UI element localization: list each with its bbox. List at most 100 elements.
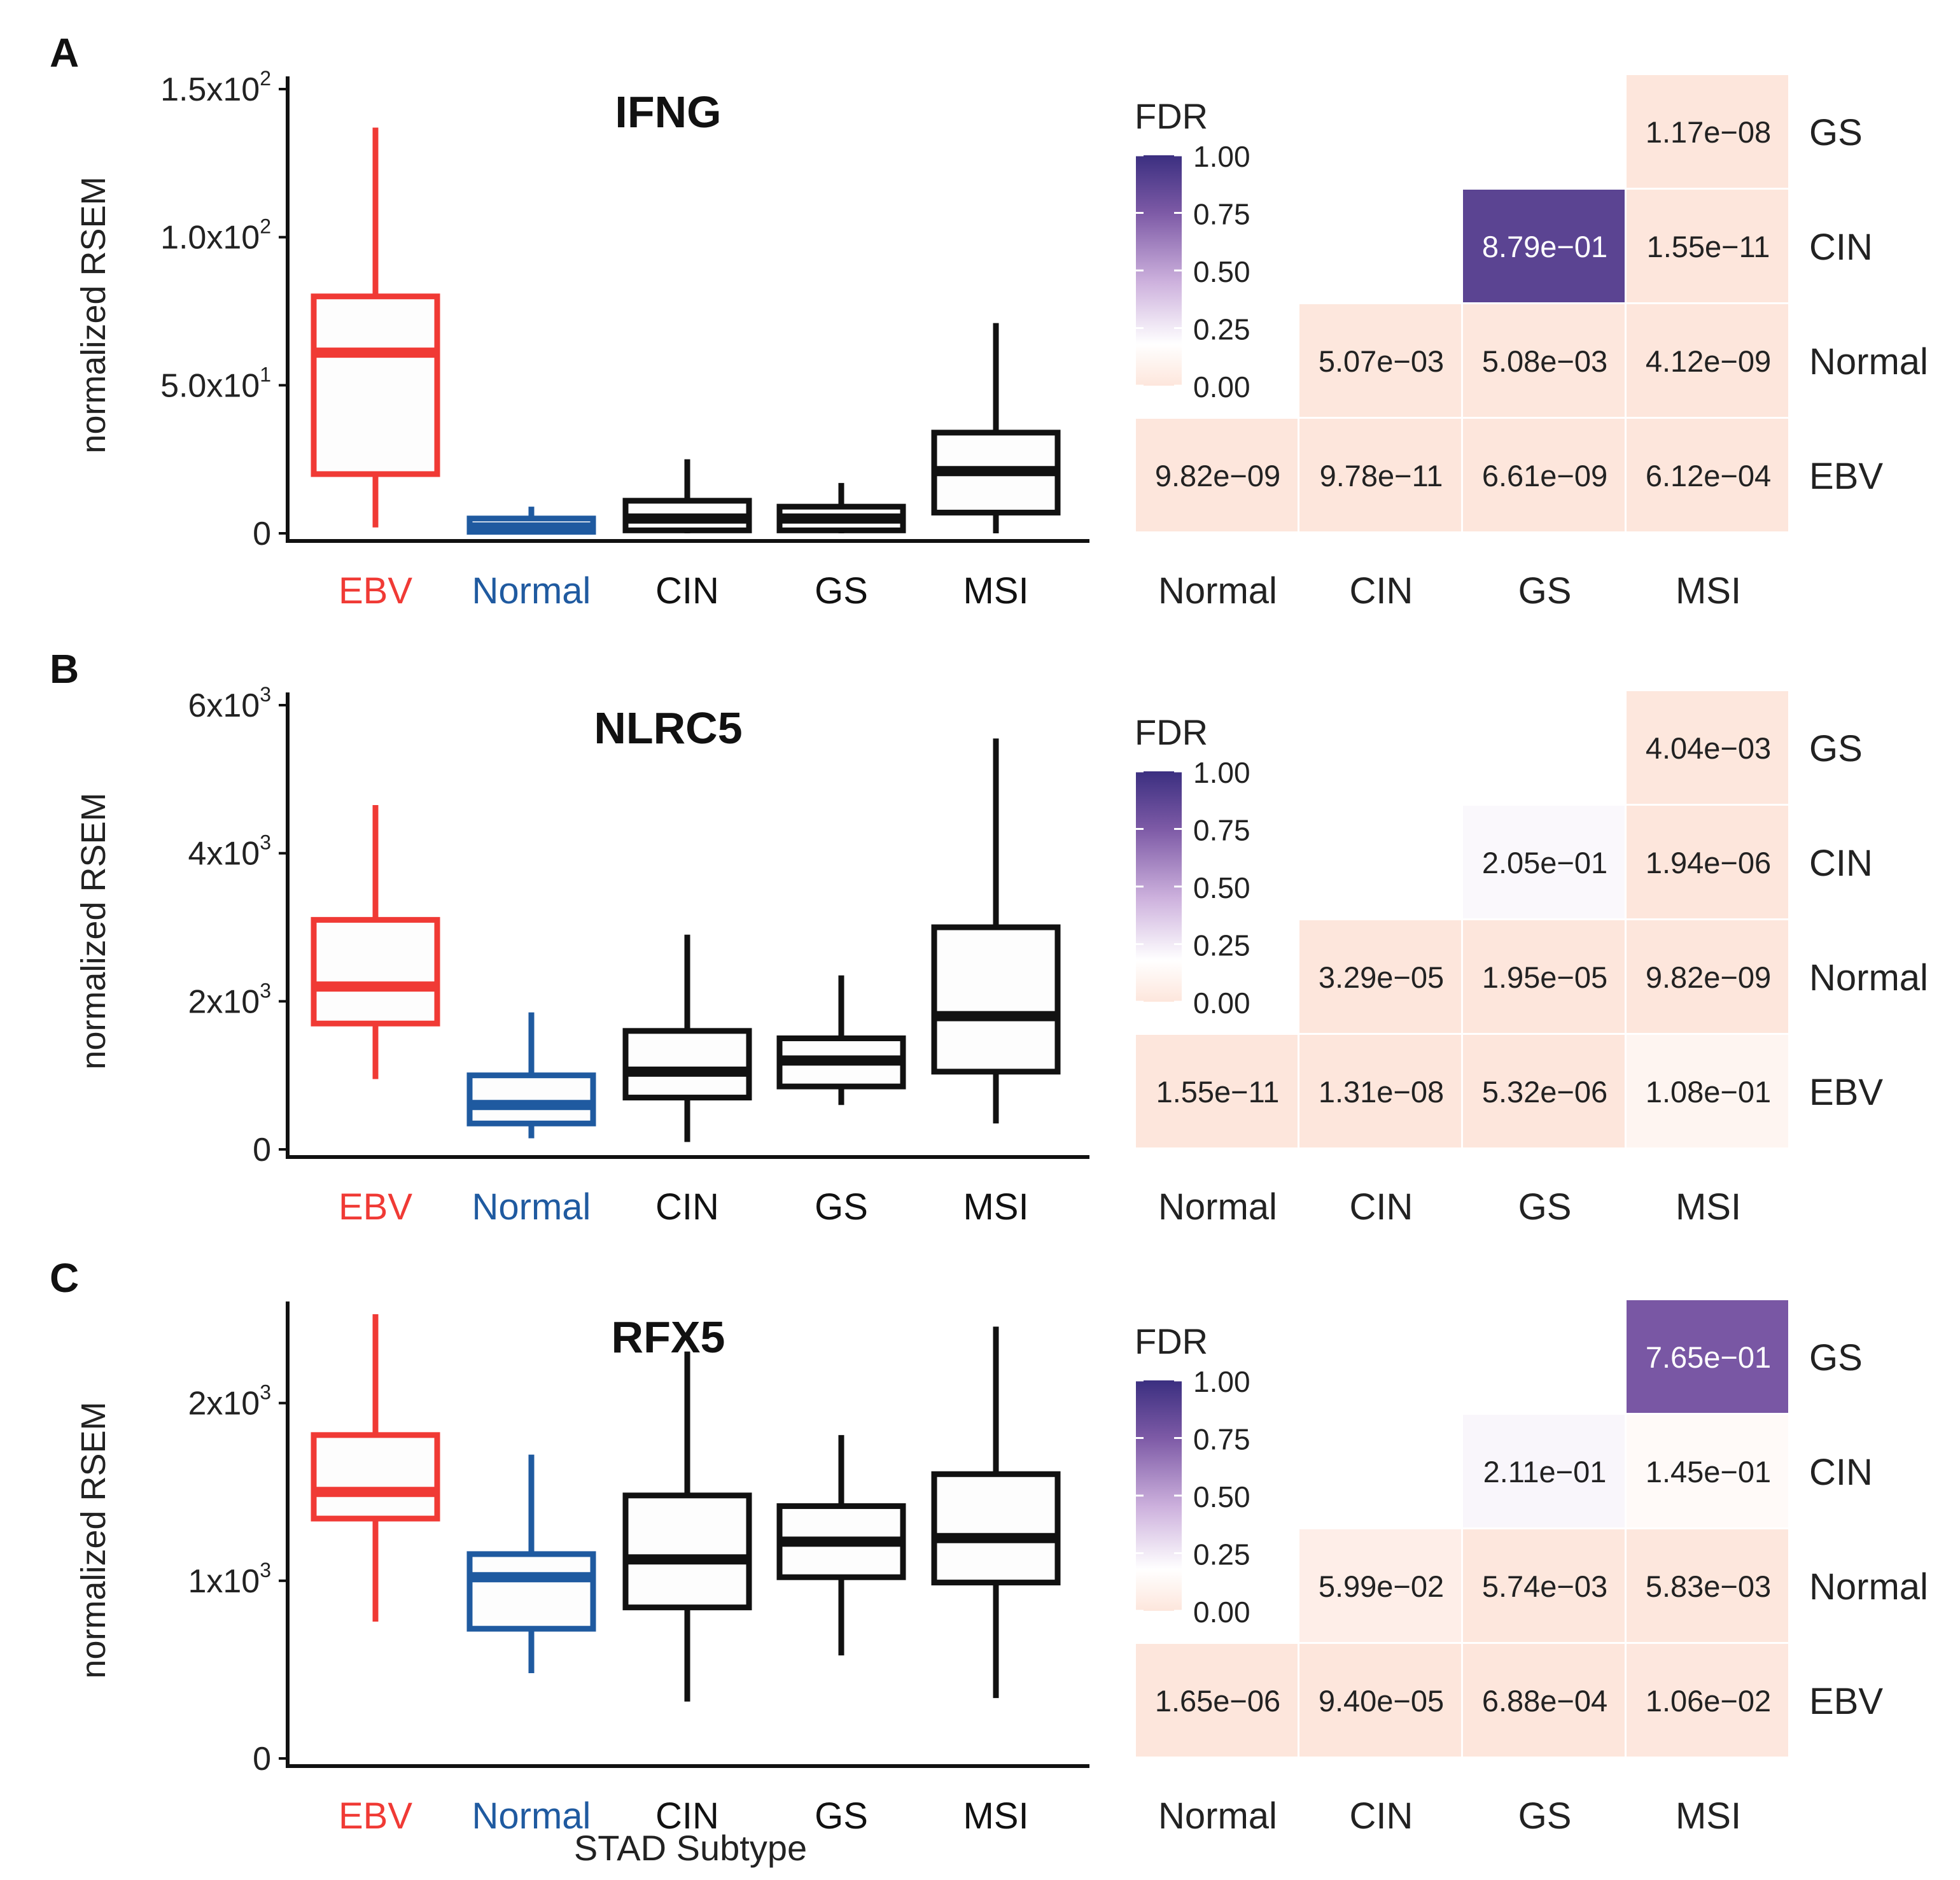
heatmap-cell-label: 9.78e−11	[1320, 459, 1443, 493]
x-tick-label: GS	[815, 1186, 868, 1228]
panel-label: A	[50, 30, 79, 76]
heatmap-cell-label: 6.88e−04	[1482, 1684, 1607, 1718]
heatmap-x-label: CIN	[1350, 570, 1413, 612]
y-tick-label: 2x103	[188, 979, 271, 1020]
heatmap-cell-label: 5.99e−02	[1319, 1569, 1444, 1603]
heatmap-cell	[1463, 190, 1625, 302]
box-body	[311, 293, 440, 477]
heatmap-cell-label: 5.07e−03	[1319, 344, 1444, 378]
box-body	[622, 1492, 752, 1611]
heatmap-cell	[1627, 1415, 1788, 1527]
box-ebv	[311, 127, 440, 528]
box-body	[466, 1072, 596, 1126]
legend-tick-label: 0.75	[1193, 198, 1250, 231]
x-tick-label: MSI	[963, 1186, 1028, 1228]
heatmap-cell	[1463, 419, 1625, 531]
box-body	[931, 1471, 1061, 1586]
panel-label: B	[50, 646, 79, 692]
plot-title: NLRC5	[594, 703, 742, 753]
box-body	[311, 1432, 440, 1522]
heatmap-cell	[1627, 691, 1788, 804]
heatmap-cell	[1627, 1529, 1788, 1642]
y-tick-label: 1.0x102	[160, 215, 271, 256]
y-tick-label: 0	[253, 1741, 271, 1778]
heatmap-cell	[1463, 1529, 1625, 1642]
heatmap-cell	[1463, 920, 1625, 1033]
legend-tick-label: 0.50	[1193, 1480, 1250, 1513]
y-tick-label: 6x103	[188, 683, 271, 724]
heatmap-cell-label: 2.05e−01	[1482, 846, 1607, 880]
heatmap-x-label: Normal	[1158, 1795, 1277, 1837]
heatmap-cell-label: 7.65e−01	[1646, 1340, 1771, 1374]
legend-tick-label: 0.00	[1193, 986, 1250, 1020]
box-normal	[466, 1454, 596, 1673]
legend-tick-label: 0.50	[1193, 255, 1250, 288]
legend-tick-label: 0.75	[1193, 814, 1250, 847]
heatmap-cell	[1299, 1644, 1461, 1757]
heatmap-cell-label: 4.04e−03	[1646, 731, 1771, 765]
heatmap-cell	[1463, 1035, 1625, 1147]
box-ebv	[311, 805, 440, 1079]
heatmap-y-label: GS	[1809, 112, 1863, 153]
heatmap-cell	[1627, 304, 1788, 417]
box-body	[622, 1028, 752, 1101]
panel-label: C	[50, 1255, 79, 1301]
panel-a: A IFNG normalized RSEM 0 5.0x101 1.0x102 1.5x1…	[50, 30, 1928, 612]
legend-tick-label: 0.00	[1193, 1596, 1250, 1629]
heatmap-cell-label: 1.55e−11	[1647, 230, 1770, 263]
box-gs	[776, 1435, 906, 1656]
heatmap-cell-label: 9.40e−05	[1319, 1684, 1444, 1718]
heatmap-cell	[1299, 1035, 1461, 1147]
heatmap-y-label: EBV	[1809, 456, 1883, 497]
box-normal	[466, 1012, 596, 1139]
x-tick-label: Normal	[472, 1795, 591, 1837]
x-tick-label: MSI	[963, 1795, 1028, 1837]
heatmap-y-label: GS	[1809, 1337, 1863, 1378]
panel-c: C RFX5 normalized RSEM 0 1x103 2x103 EBV Normal…	[50, 1255, 1928, 1837]
heatmap-cell-label: 9.82e−09	[1155, 459, 1280, 493]
heatmap-cell-label: 5.08e−03	[1482, 344, 1607, 378]
heatmap-cell	[1299, 304, 1461, 417]
box-cin	[622, 459, 752, 533]
heatmap-cell-label: 1.65e−06	[1155, 1684, 1280, 1718]
legend-tick-label: 1.00	[1193, 1365, 1250, 1398]
x-tick-label: EBV	[339, 1186, 412, 1228]
heatmap-cell	[1627, 1035, 1788, 1147]
heatmap-y-label: GS	[1809, 728, 1863, 769]
heatmap-cell-label: 5.74e−03	[1482, 1569, 1607, 1603]
box-ebv	[311, 1314, 440, 1622]
y-axis-label: normalized RSEM	[74, 1401, 113, 1678]
heatmap-cell-label: 6.61e−09	[1482, 459, 1607, 493]
plot-title: IFNG	[615, 87, 721, 137]
heatmap-x-label: MSI	[1676, 1186, 1741, 1228]
x-tick-label: EBV	[339, 1795, 412, 1837]
legend-tick-label: 0.25	[1193, 313, 1250, 346]
heatmap-x-label: Normal	[1158, 570, 1277, 612]
legend-title: FDR	[1135, 712, 1208, 752]
heatmap-x-label: GS	[1518, 1795, 1572, 1837]
x-tick-label: CIN	[655, 570, 719, 612]
heatmap-y-label: Normal	[1809, 1566, 1928, 1608]
heatmap-x-label: GS	[1518, 570, 1572, 612]
heatmap-cell-label: 6.12e−04	[1646, 459, 1771, 493]
heatmap-cell	[1627, 1300, 1788, 1413]
heatmap-cell	[1627, 190, 1788, 302]
box-gs	[776, 975, 906, 1105]
x-tick-label: MSI	[963, 570, 1028, 612]
box-normal	[466, 507, 596, 535]
legend-tick-label: 0.50	[1193, 871, 1250, 904]
fdr-legend: FDR 1.00 0.75 0.50 0.25 0.00	[1135, 1321, 1250, 1629]
heatmap-cell-label: 5.32e−06	[1482, 1075, 1607, 1109]
box-gs	[776, 482, 906, 533]
y-tick-label: 0	[253, 516, 271, 552]
heatmap-x-label: MSI	[1676, 1795, 1741, 1837]
heatmap-x-label: GS	[1518, 1186, 1572, 1228]
heatmap-x-label: MSI	[1676, 570, 1741, 612]
heatmap-cell	[1627, 419, 1788, 531]
heatmap-cell-label: 1.31e−08	[1319, 1075, 1444, 1109]
heatmap-x-label: CIN	[1350, 1186, 1413, 1228]
legend-tick-label: 1.00	[1193, 140, 1250, 173]
heatmap-y-label: CIN	[1809, 1452, 1873, 1493]
plot-title: RFX5	[612, 1312, 725, 1362]
